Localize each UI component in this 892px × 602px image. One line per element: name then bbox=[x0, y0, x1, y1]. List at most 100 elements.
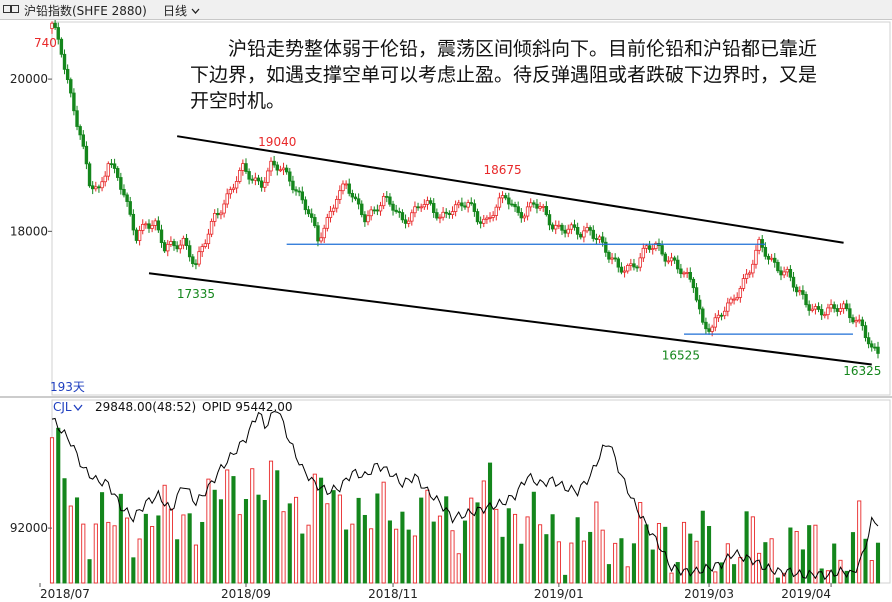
instrument-title: 沪铅指数(SHFE 2880) bbox=[24, 4, 147, 18]
candle-body bbox=[81, 134, 85, 147]
candle-body bbox=[600, 236, 605, 243]
price-panel: 19040 18675 17335 16525 16325 740 193天 bbox=[34, 20, 881, 394]
candle-body bbox=[313, 217, 317, 227]
candle-body bbox=[801, 290, 805, 295]
candle-body bbox=[644, 245, 649, 249]
candle-body bbox=[322, 227, 326, 239]
candle-body bbox=[444, 211, 448, 214]
candle-body bbox=[203, 243, 208, 247]
candle-body bbox=[807, 304, 811, 311]
candle-body bbox=[782, 271, 786, 276]
volume-bar bbox=[243, 499, 249, 584]
candle-body bbox=[84, 145, 89, 165]
window-restore-icon[interactable] bbox=[3, 5, 19, 13]
candle-body bbox=[350, 192, 355, 198]
candle-body bbox=[563, 229, 567, 234]
candle-body bbox=[769, 257, 774, 260]
volume-bar bbox=[531, 491, 536, 584]
volume-bar bbox=[525, 516, 530, 584]
volume-bar bbox=[462, 520, 468, 584]
candle-body bbox=[353, 196, 358, 200]
candle-body bbox=[394, 209, 398, 212]
candle-body bbox=[363, 214, 367, 223]
candle-body bbox=[122, 188, 126, 196]
volume-bar bbox=[150, 526, 155, 584]
candle-body bbox=[572, 224, 577, 228]
price-label-low: 17335 bbox=[177, 287, 215, 301]
volume-bar bbox=[137, 538, 142, 584]
volume-bar bbox=[694, 540, 699, 584]
candle-body bbox=[141, 223, 145, 231]
volume-bar bbox=[800, 549, 805, 584]
candle-body bbox=[625, 265, 630, 272]
volume-bar bbox=[838, 559, 843, 584]
candle-body bbox=[159, 229, 164, 244]
volume-bar bbox=[437, 515, 443, 584]
candle-body bbox=[341, 183, 345, 192]
candle-body bbox=[497, 197, 502, 208]
volume-bar bbox=[713, 571, 718, 584]
price-label-high: 18675 bbox=[483, 163, 521, 177]
candle-body bbox=[441, 211, 445, 218]
volume-panel bbox=[49, 410, 881, 584]
volume-bar bbox=[394, 528, 399, 584]
volume-bar bbox=[732, 564, 737, 584]
candle-body bbox=[428, 200, 433, 204]
candle-body bbox=[457, 202, 461, 206]
volume-bar bbox=[644, 524, 649, 584]
volume-bar bbox=[869, 560, 874, 584]
volume-bar bbox=[312, 473, 317, 584]
volume-bar bbox=[81, 523, 86, 584]
candle-body bbox=[128, 201, 132, 215]
volume-bar bbox=[519, 543, 524, 584]
candle-body bbox=[485, 217, 489, 220]
volume-bar bbox=[469, 497, 474, 584]
candle-body bbox=[585, 227, 589, 232]
x-tick-label: 2018/11 bbox=[368, 587, 418, 601]
candle-body bbox=[228, 189, 233, 195]
volume-value: 29848.00(48:52) bbox=[95, 400, 196, 414]
candle-body bbox=[579, 233, 583, 238]
chevron-down-icon bbox=[191, 8, 200, 14]
price-volume-chart: 19040 18675 17335 16525 16325 740 193天 20000 18… bbox=[0, 20, 892, 601]
indicator-label[interactable]: CJL bbox=[53, 400, 72, 414]
candle-body bbox=[416, 206, 420, 209]
volume-bar bbox=[406, 529, 411, 584]
volume-bar bbox=[575, 517, 580, 584]
candle-body bbox=[119, 177, 123, 190]
volume-bar bbox=[287, 503, 292, 584]
candle-body bbox=[175, 245, 179, 250]
candle-body bbox=[529, 202, 533, 208]
candle-body bbox=[560, 224, 564, 231]
volume-bar bbox=[744, 511, 749, 584]
candle-body bbox=[147, 223, 151, 229]
candle-body bbox=[112, 163, 117, 169]
candle-body bbox=[231, 187, 236, 190]
volume-bar bbox=[168, 508, 173, 584]
volume-bar bbox=[581, 540, 586, 584]
volume-bar bbox=[788, 527, 793, 584]
candle-body bbox=[219, 212, 223, 216]
candle-body bbox=[679, 268, 683, 275]
candle-body bbox=[766, 255, 771, 260]
candle-body bbox=[519, 212, 524, 219]
period-selector[interactable]: 日线 bbox=[163, 2, 200, 19]
candle-body bbox=[356, 198, 361, 205]
candle-body bbox=[56, 27, 60, 40]
candle-body bbox=[810, 308, 814, 311]
volume-bar bbox=[725, 543, 730, 584]
candle-body bbox=[525, 206, 530, 217]
volume-bar bbox=[506, 508, 511, 584]
candle-body bbox=[447, 212, 452, 216]
volume-bar bbox=[513, 513, 518, 584]
candle-body bbox=[748, 272, 752, 275]
candle-body bbox=[169, 241, 173, 245]
candle-body bbox=[538, 206, 542, 209]
candle-body bbox=[438, 216, 442, 219]
candle-body bbox=[366, 215, 370, 223]
candle-body bbox=[284, 167, 289, 173]
days-label: 193天 bbox=[50, 380, 85, 394]
volume-bar bbox=[62, 478, 67, 584]
volume-bar bbox=[450, 530, 455, 584]
volume-bar bbox=[719, 562, 724, 584]
